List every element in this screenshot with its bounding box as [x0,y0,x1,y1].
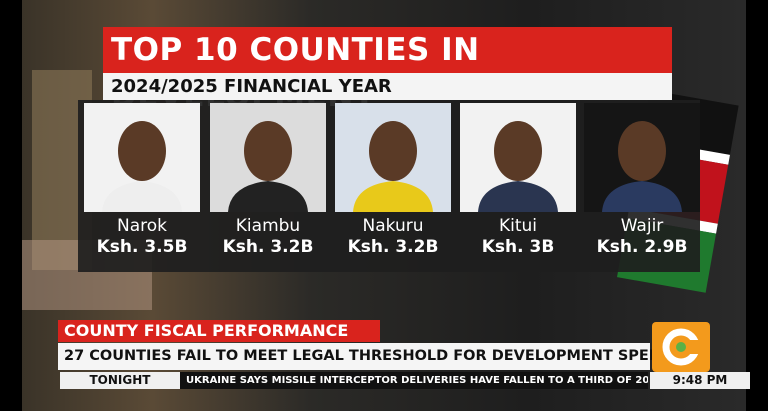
county-card: Kiambu Ksh. 3.2B [210,103,326,269]
ticker-tag: TONIGHT [60,372,180,389]
county-amount: Ksh. 3.2B [347,237,439,257]
county-card: Nakuru Ksh. 3.2B [335,103,451,269]
clock: 9:48 PM [650,372,750,389]
subtitle: 2024/2025 FINANCIAL YEAR [103,73,672,100]
county-card: Kitui Ksh. 3B [460,103,576,269]
portrait-figure [228,121,308,212]
county-card: Wajir Ksh. 2.9B [584,103,700,269]
logo-mark [662,328,700,366]
portrait [584,103,700,212]
title: TOP 10 COUNTIES IN DEVELOPMENT [103,27,672,114]
portrait-figure [353,121,433,212]
headline: 27 COUNTIES FAIL TO MEET LEGAL THRESHOLD… [58,343,702,370]
ticker-text: UKRAINE SAYS MISSILE INTERCEPTOR DELIVER… [180,372,648,389]
county-amount: Ksh. 2.9B [596,237,688,257]
portrait [335,103,451,212]
lower-third-label: COUNTY FISCAL PERFORMANCE [58,320,380,342]
portrait [210,103,326,212]
county-name: Narok [117,216,167,236]
county-name: Kitui [498,216,538,236]
portrait [460,103,576,212]
portrait [84,103,200,212]
county-name: Wajir [620,216,664,236]
county-amount: Ksh. 3B [481,237,555,257]
portrait-figure [102,121,182,212]
county-amount: Ksh. 3.2B [222,237,314,257]
county-name: Nakuru [362,216,424,236]
portrait-figure [478,121,558,212]
county-card: Narok Ksh. 3.5B [84,103,200,269]
county-amount: Ksh. 3.5B [96,237,188,257]
county-name: Kiambu [235,216,301,236]
channel-logo [652,322,710,372]
portrait-figure [602,121,682,212]
